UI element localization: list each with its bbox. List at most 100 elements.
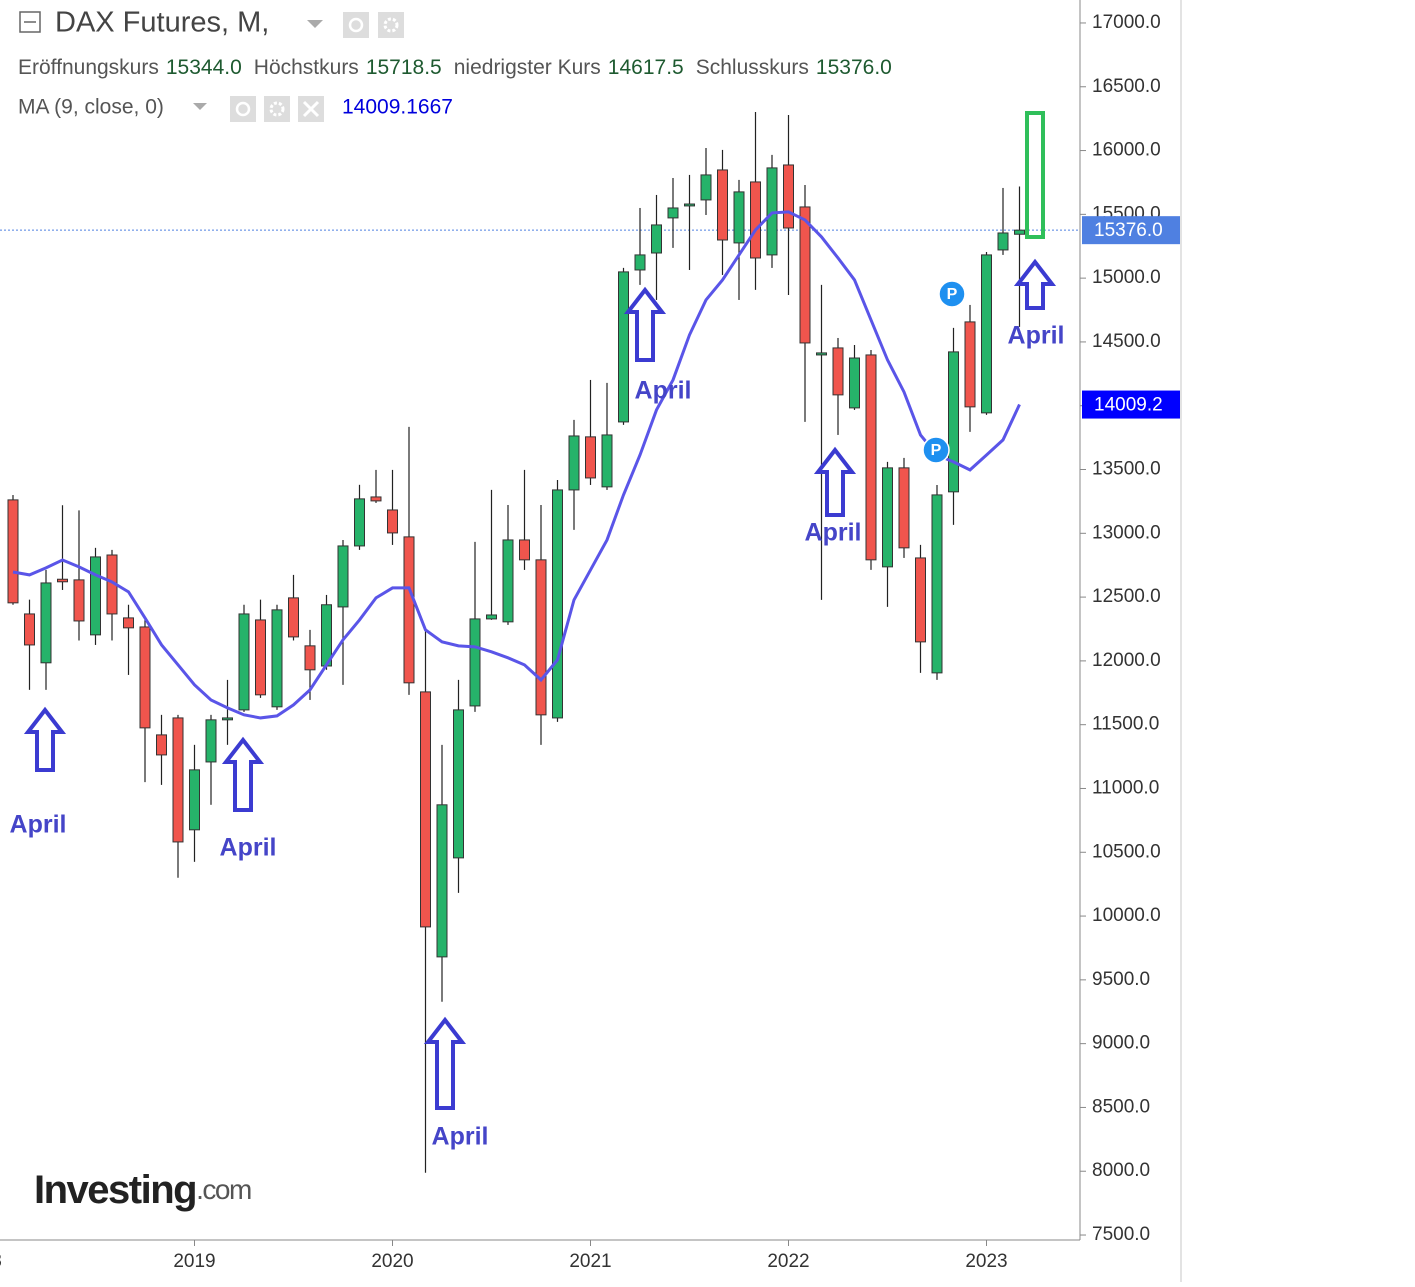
- ohlc-fields: Eröffnungskurs 15344.0 Höchstkurs 15718.5 ni…: [18, 56, 892, 79]
- chart-title: DAX Futures, M,: [55, 7, 269, 39]
- candle-body: [271, 609, 283, 708]
- price-label-box: [1082, 216, 1180, 245]
- field-value: 15376.0: [816, 56, 892, 79]
- candle-body: [189, 769, 200, 831]
- y-tick-label: 11000.0: [1092, 777, 1159, 798]
- settings-icon[interactable]: [264, 96, 290, 122]
- field-name: Höchstkurs: [254, 56, 359, 79]
- candle-body: [420, 691, 431, 928]
- marker: [938, 280, 966, 308]
- candle-body: [832, 347, 844, 396]
- marker-label: P: [931, 442, 942, 459]
- candle-body: [222, 717, 233, 721]
- candle-body: [288, 597, 299, 638]
- y-tick-label: 11500.0: [1092, 714, 1159, 735]
- annotation-label: April: [10, 811, 67, 839]
- x-tick-label: 2022: [767, 1251, 809, 1272]
- candle-body: [750, 181, 761, 259]
- candle-body: [684, 203, 695, 207]
- logo: Investing.com: [34, 1168, 251, 1212]
- candle-body: [453, 709, 464, 859]
- eye-icon[interactable]: [230, 96, 256, 122]
- candle-body: [321, 604, 332, 667]
- dropdown-icon[interactable]: [193, 103, 207, 110]
- candle-body: [816, 352, 827, 356]
- price-label: 15376.0: [1094, 220, 1163, 241]
- candle-body: [585, 436, 596, 479]
- candle-body: [783, 164, 794, 229]
- candle-body: [502, 539, 514, 623]
- field-name: Eröffnungskurs: [18, 56, 159, 79]
- eye-icon-glyph: [348, 17, 364, 33]
- y-tick-label: 7500.0: [1092, 1224, 1150, 1245]
- y-tick-label: 8000.0: [1092, 1160, 1150, 1181]
- annotation-arrow: [1013, 258, 1057, 310]
- candle-body: [90, 556, 101, 636]
- candle-body: [799, 206, 811, 344]
- candle-body: [139, 626, 151, 729]
- highlight-box: [1025, 111, 1045, 239]
- annotation-label: April: [805, 519, 862, 547]
- price-label: 14009.2: [1094, 395, 1163, 416]
- y-tick-label: 17000.0: [1092, 12, 1161, 33]
- y-tick-label: 13000.0: [1092, 522, 1161, 543]
- candle-body: [73, 579, 85, 622]
- candle-body: [733, 191, 745, 244]
- candle-body: [7, 499, 19, 604]
- collapse-icon[interactable]: [19, 11, 41, 33]
- candle-body: [552, 489, 563, 719]
- candle-body: [354, 498, 365, 547]
- y-tick-label: 12500.0: [1092, 586, 1161, 607]
- candle-body: [304, 645, 316, 671]
- marker-label: P: [947, 286, 958, 303]
- y-tick-label: 9000.0: [1092, 1033, 1150, 1054]
- candle-body: [915, 557, 926, 643]
- annotation-arrow: [23, 706, 67, 772]
- y-tick-label: 12000.0: [1092, 650, 1161, 671]
- candle-body: [469, 618, 481, 707]
- candle-body: [370, 496, 382, 502]
- candle-body: [123, 617, 134, 629]
- candle-body: [519, 539, 530, 561]
- logo-name: Investing: [34, 1168, 196, 1212]
- field-name: niedrigster Kurs: [454, 56, 601, 79]
- remove-icon-glyph: [302, 100, 320, 118]
- candle-body: [40, 582, 52, 664]
- annotation-label: April: [635, 377, 692, 405]
- candle-body: [865, 354, 877, 561]
- y-tick-label: 13500.0: [1092, 459, 1161, 480]
- eye-icon[interactable]: [343, 12, 369, 38]
- annotation-arrow: [221, 736, 265, 812]
- candle-body: [634, 254, 646, 271]
- price-label-box: [1082, 390, 1180, 419]
- candle-body: [535, 559, 547, 716]
- candle-body: [700, 174, 712, 201]
- candle-body: [205, 719, 217, 763]
- candle-body: [24, 613, 35, 646]
- field-value: 15344.0: [166, 56, 242, 79]
- candle-body: [156, 734, 167, 756]
- y-tick-label: 14500.0: [1092, 331, 1161, 352]
- annotation-arrow: [623, 286, 667, 362]
- indicator-name: MA (9, close, 0): [18, 96, 164, 119]
- candle-body: [948, 351, 959, 493]
- candle-body: [651, 224, 662, 254]
- field-name: Schlusskurs: [696, 56, 809, 79]
- settings-icon[interactable]: [378, 12, 404, 38]
- candle-body: [981, 254, 992, 414]
- candle-body: [403, 536, 415, 684]
- y-tick-label: 16500.0: [1092, 76, 1161, 97]
- y-tick-label: 10000.0: [1092, 905, 1161, 926]
- candle-body: [1014, 229, 1025, 235]
- eye-icon-glyph: [235, 101, 251, 117]
- candle-body: [667, 207, 679, 219]
- field-value: 15718.5: [366, 56, 442, 79]
- annotation-label: April: [432, 1123, 489, 1151]
- candle-body: [898, 467, 910, 549]
- dropdown-icon[interactable]: [307, 20, 323, 28]
- x-tick-label: 2021: [569, 1251, 611, 1272]
- annotation-label: April: [220, 834, 277, 862]
- field-value: 14617.5: [608, 56, 684, 79]
